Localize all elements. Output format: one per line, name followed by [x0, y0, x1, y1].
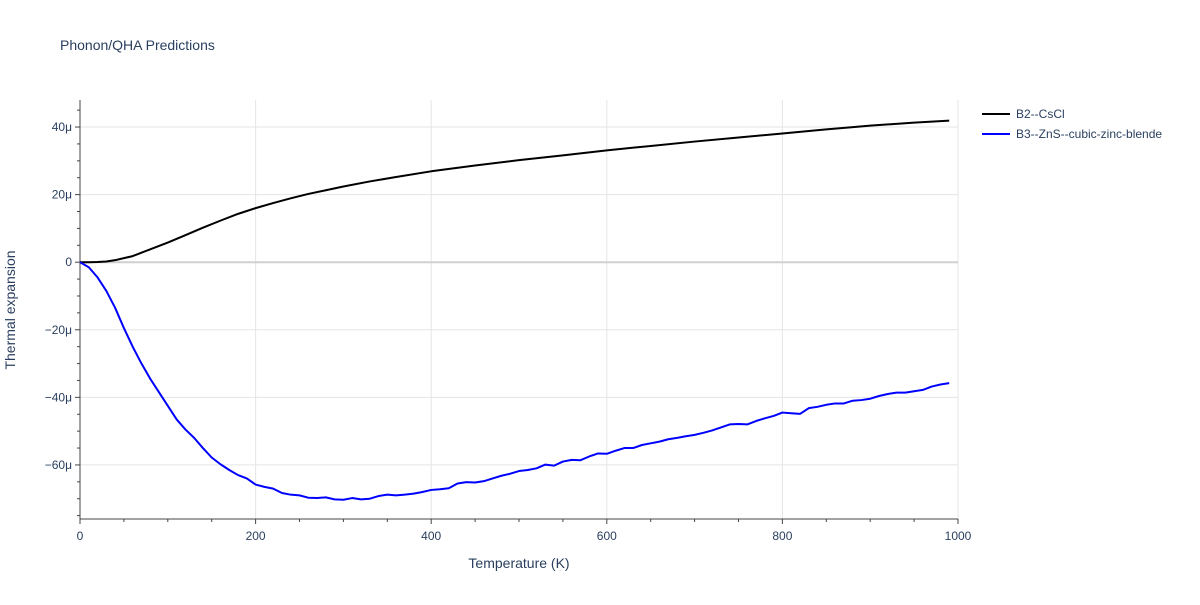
- y-tick-label: −60μ: [45, 458, 72, 472]
- y-tick-label: 20μ: [52, 188, 72, 202]
- y-tick-label: −20μ: [45, 323, 72, 337]
- x-tick-label: 800: [772, 529, 792, 543]
- y-tick-label: −40μ: [45, 390, 72, 404]
- grid-layer: [80, 100, 959, 519]
- x-tick-label: 600: [597, 529, 617, 543]
- x-tick-label: 0: [77, 529, 84, 543]
- legend-label: B2--CsCl: [1016, 107, 1065, 121]
- series-line-b2-cscl: [80, 119, 950, 264]
- legend-label: B3--ZnS--cubic-zinc-blende: [1016, 127, 1162, 141]
- x-tick-label: 200: [246, 529, 266, 543]
- y-axis-title: Thermal expansion: [2, 250, 18, 369]
- x-axis-title: Temperature (K): [468, 555, 569, 571]
- x-tick-label: 1000: [945, 529, 972, 543]
- y-tick-label: 40μ: [52, 120, 72, 134]
- x-tick-label: 400: [421, 529, 441, 543]
- y-tick-label: 0: [65, 255, 72, 269]
- legend: B2--CsCl B3--ZnS--cubic-zinc-blende: [982, 107, 1162, 141]
- series-line-b3-zns: [79, 261, 950, 501]
- axis-layer: 0 200 400 600 800 1000 −60μ −40μ −20μ 0 20μ 40μ: [45, 100, 972, 543]
- chart-title: Phonon/QHA Predictions: [60, 37, 215, 53]
- series-layer: [79, 119, 950, 501]
